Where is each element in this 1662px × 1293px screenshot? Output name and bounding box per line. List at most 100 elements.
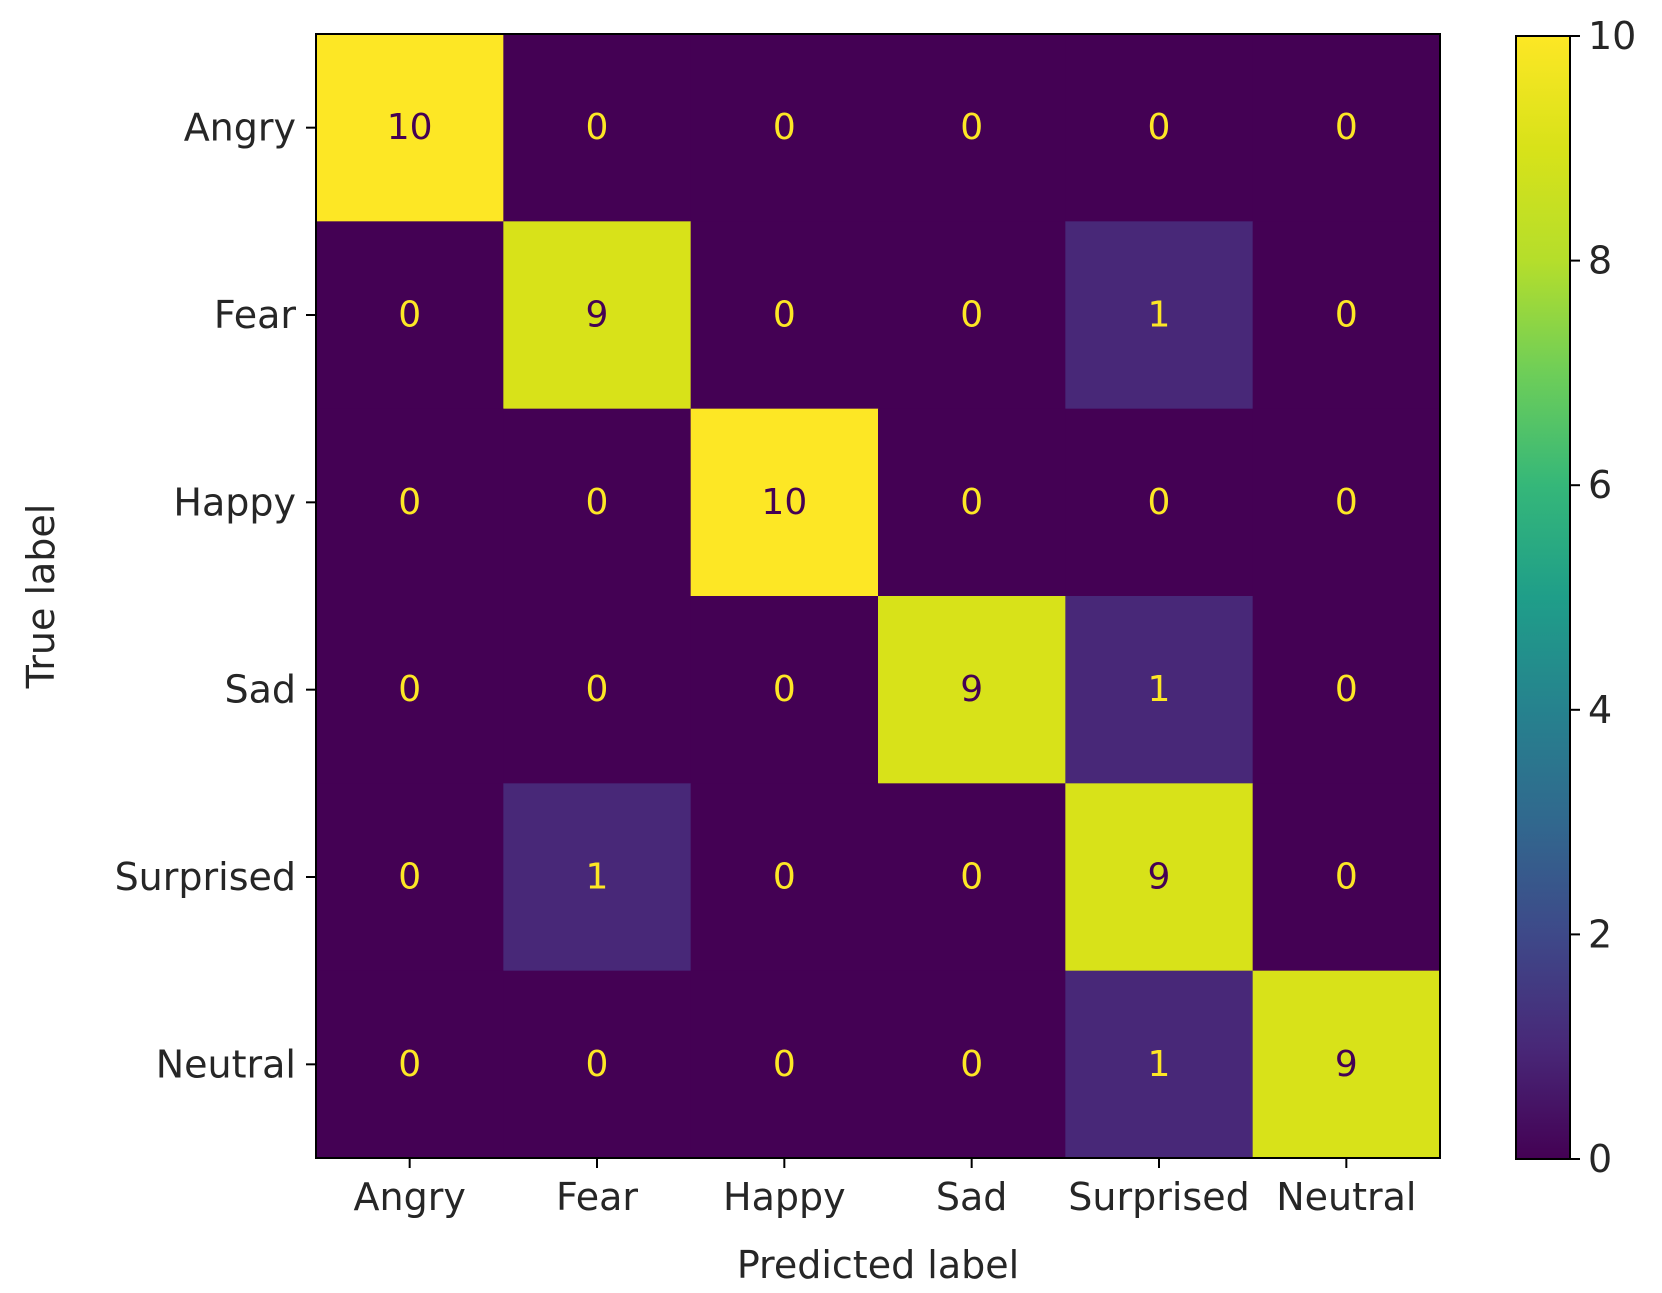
x-tick-label: Neutral [1276, 1175, 1416, 1219]
colorbar-tick-label: 8 [1588, 239, 1612, 283]
cell-value-label: 0 [586, 669, 609, 710]
cell-value-label: 0 [586, 107, 609, 148]
x-axis-label: Predicted label [737, 1243, 1019, 1287]
plot-frame [315, 33, 1441, 1159]
cell-value-label: 0 [398, 857, 421, 898]
cell-value-label: 0 [398, 669, 421, 710]
cell-value-label: 0 [1335, 669, 1358, 710]
heatmap-cell [316, 34, 504, 222]
cell-value-label: 0 [960, 107, 983, 148]
y-tick-label: Sad [224, 668, 296, 712]
heatmap-cell [316, 970, 504, 1159]
cell-value-label: 0 [960, 482, 983, 523]
cell-value-label: 0 [398, 295, 421, 336]
heatmap-cell [1065, 221, 1254, 410]
heatmap-cell [1065, 34, 1254, 222]
heatmap-cell [878, 221, 1066, 410]
colorbar-ticks: 0 2 4 6 8 10 [1570, 14, 1636, 1181]
colorbar-tick-label: 10 [1588, 14, 1636, 58]
heatmap-cell [690, 596, 879, 784]
cell-value-label: 0 [960, 857, 983, 898]
colorbar-tick-label: 0 [1588, 1137, 1612, 1181]
cell-value-label: 0 [773, 107, 796, 148]
cell-value-label: 0 [1335, 857, 1358, 898]
cell-value-label: 10 [387, 107, 433, 148]
cell-value-label: 0 [773, 857, 796, 898]
cell-value-label: 0 [586, 482, 609, 523]
heatmap-cell [1252, 221, 1441, 410]
y-tick-label: Surprised [115, 855, 296, 899]
x-axis-ticks: Angry Fear Happy Sad Surprised Neutral [354, 1158, 1416, 1219]
y-axis-label: True label [19, 504, 63, 690]
heatmap-cell [878, 783, 1066, 972]
cell-value-label: 1 [1148, 295, 1171, 336]
cell-value-label: 0 [1335, 295, 1358, 336]
cell-value-label: 0 [398, 1044, 421, 1085]
cell-value-label: 0 [586, 1044, 609, 1085]
x-tick-label: Sad [936, 1175, 1008, 1219]
colorbar-tick-label: 4 [1588, 688, 1612, 732]
cell-value-labels: 10 0 0 0 0 00 9 0 0 1 00 0 10 0 0 00 0 0 9 1 00 1 0 0 9 00 0 0 0 1 9 [387, 107, 1358, 1085]
cell-value-label: 10 [761, 482, 807, 523]
heatmap-cell [878, 970, 1066, 1159]
cell-value-label: 0 [960, 1044, 983, 1085]
cell-value-label: 0 [960, 295, 983, 336]
cell-value-label: 0 [773, 295, 796, 336]
cell-value-label: 0 [773, 669, 796, 710]
y-tick-label: Fear [214, 293, 296, 337]
heatmap-cell [503, 408, 692, 597]
heatmap-cell [878, 34, 1066, 222]
cell-value-label: 0 [1335, 482, 1358, 523]
heatmap-cell [1065, 970, 1254, 1159]
x-tick-label: Surprised [1068, 1175, 1249, 1219]
y-tick-label: Happy [173, 480, 296, 524]
cell-value-label: 0 [1335, 107, 1358, 148]
colorbar-tick-label: 2 [1588, 912, 1612, 956]
heatmap-cell [1252, 34, 1441, 222]
y-axis-ticks: Angry Fear Happy Sad Surprised Neutral [115, 106, 316, 1086]
heatmap-cell [878, 408, 1066, 597]
heatmap-cell [690, 970, 879, 1159]
cell-value-label: 0 [1148, 482, 1171, 523]
cell-value-label: 9 [960, 669, 983, 710]
x-tick-label: Happy [723, 1175, 846, 1219]
cell-value-label: 1 [1148, 669, 1171, 710]
heatmap-cell [316, 408, 504, 597]
cell-value-label: 9 [1148, 857, 1171, 898]
x-tick-label: Fear [556, 1175, 638, 1219]
heatmap-cell [1252, 970, 1441, 1159]
heatmap-cell [503, 596, 692, 784]
cell-value-label: 0 [773, 1044, 796, 1085]
heatmap-cell [1252, 596, 1441, 784]
x-tick-label: Angry [354, 1175, 466, 1219]
heatmap-cell [316, 783, 504, 972]
heatmap-cell [690, 408, 879, 597]
heatmap-cell [1065, 783, 1254, 972]
heatmap-cell [1252, 783, 1441, 972]
heatmap-cell [503, 221, 692, 410]
heatmap-cell [1065, 408, 1254, 597]
colorbar [1515, 35, 1571, 1160]
cell-value-label: 1 [1148, 1044, 1171, 1085]
cell-value-label: 0 [1148, 107, 1171, 148]
cell-value-label: 9 [586, 295, 609, 336]
heatmap-cells [316, 34, 1441, 1159]
heatmap-cell [503, 34, 692, 222]
heatmap-cell [316, 221, 504, 410]
heatmap-cell [1252, 408, 1441, 597]
heatmap-cell [878, 596, 1066, 784]
heatmap-cell [690, 221, 879, 410]
heatmap-cell [690, 783, 879, 972]
cell-value-label: 1 [586, 857, 609, 898]
colorbar-tick-label: 6 [1588, 463, 1612, 507]
cell-value-label: 0 [398, 482, 421, 523]
y-tick-label: Neutral [156, 1042, 296, 1086]
heatmap-cell [503, 970, 692, 1159]
y-tick-label: Angry [184, 106, 296, 150]
heatmap-cell [316, 596, 504, 784]
heatmap-cell [503, 783, 692, 972]
heatmap-cell [1065, 596, 1254, 784]
heatmap-cell [690, 34, 879, 222]
cell-value-label: 9 [1335, 1044, 1358, 1085]
